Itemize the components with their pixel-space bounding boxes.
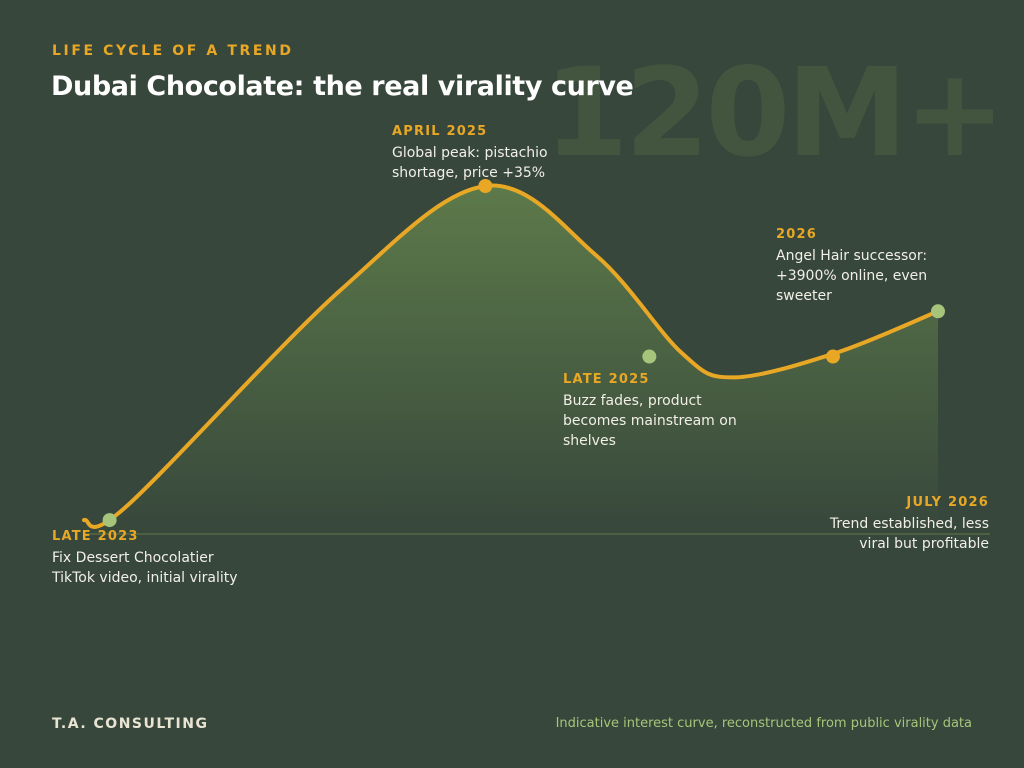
milestone-dot-fade bbox=[642, 349, 657, 364]
milestone-dot-successor bbox=[825, 349, 840, 364]
annotation-july-2026-label: JULY 2026 bbox=[906, 495, 989, 510]
annotation-late-2025: LATE 2025 Buzz fades, product becomes ma… bbox=[563, 371, 738, 451]
annotation-april-2025-label: APRIL 2025 bbox=[392, 124, 488, 139]
annotation-2026-label: 2026 bbox=[776, 227, 817, 242]
milestone-dot-start bbox=[102, 513, 117, 528]
annotation-2026-text: Angel Hair successor: +3900% online, eve… bbox=[776, 248, 928, 304]
annotation-late-2023-label: LATE 2023 bbox=[52, 529, 139, 544]
interest-curve-line bbox=[82, 183, 940, 529]
headline-stat-watermark: 120M+ bbox=[543, 42, 1006, 184]
footer-source-note: Indicative interest curve, reconstructed… bbox=[555, 716, 972, 731]
milestone-dot-peak bbox=[478, 179, 493, 193]
chart-title: Dubai Chocolate: the real virality curve bbox=[51, 71, 634, 102]
interest-area-fill bbox=[84, 185, 938, 534]
milestone-dot-established bbox=[931, 304, 945, 319]
annotation-late-2023: LATE 2023 Fix Dessert Chocolatier TikTok… bbox=[52, 528, 252, 588]
annotation-july-2026: JULY 2026 Trend established, less viral … bbox=[804, 494, 989, 554]
annotation-late-2025-text: Buzz fades, product becomes mainstream o… bbox=[563, 393, 737, 449]
annotation-2026: 2026 Angel Hair successor: +3900% online… bbox=[776, 226, 971, 306]
footer-brand: T.A. CONSULTING bbox=[52, 716, 209, 732]
kicker-label: LIFE CYCLE OF A TREND bbox=[52, 43, 294, 59]
annotation-late-2023-text: Fix Dessert Chocolatier TikTok video, in… bbox=[52, 550, 238, 586]
annotation-late-2025-label: LATE 2025 bbox=[563, 372, 650, 387]
annotation-april-2025-text: Global peak: pistachio shortage, price +… bbox=[392, 145, 548, 181]
annotation-july-2026-text: Trend established, less viral but profit… bbox=[829, 516, 989, 552]
annotation-april-2025: APRIL 2025 Global peak: pistachio shorta… bbox=[392, 123, 562, 183]
